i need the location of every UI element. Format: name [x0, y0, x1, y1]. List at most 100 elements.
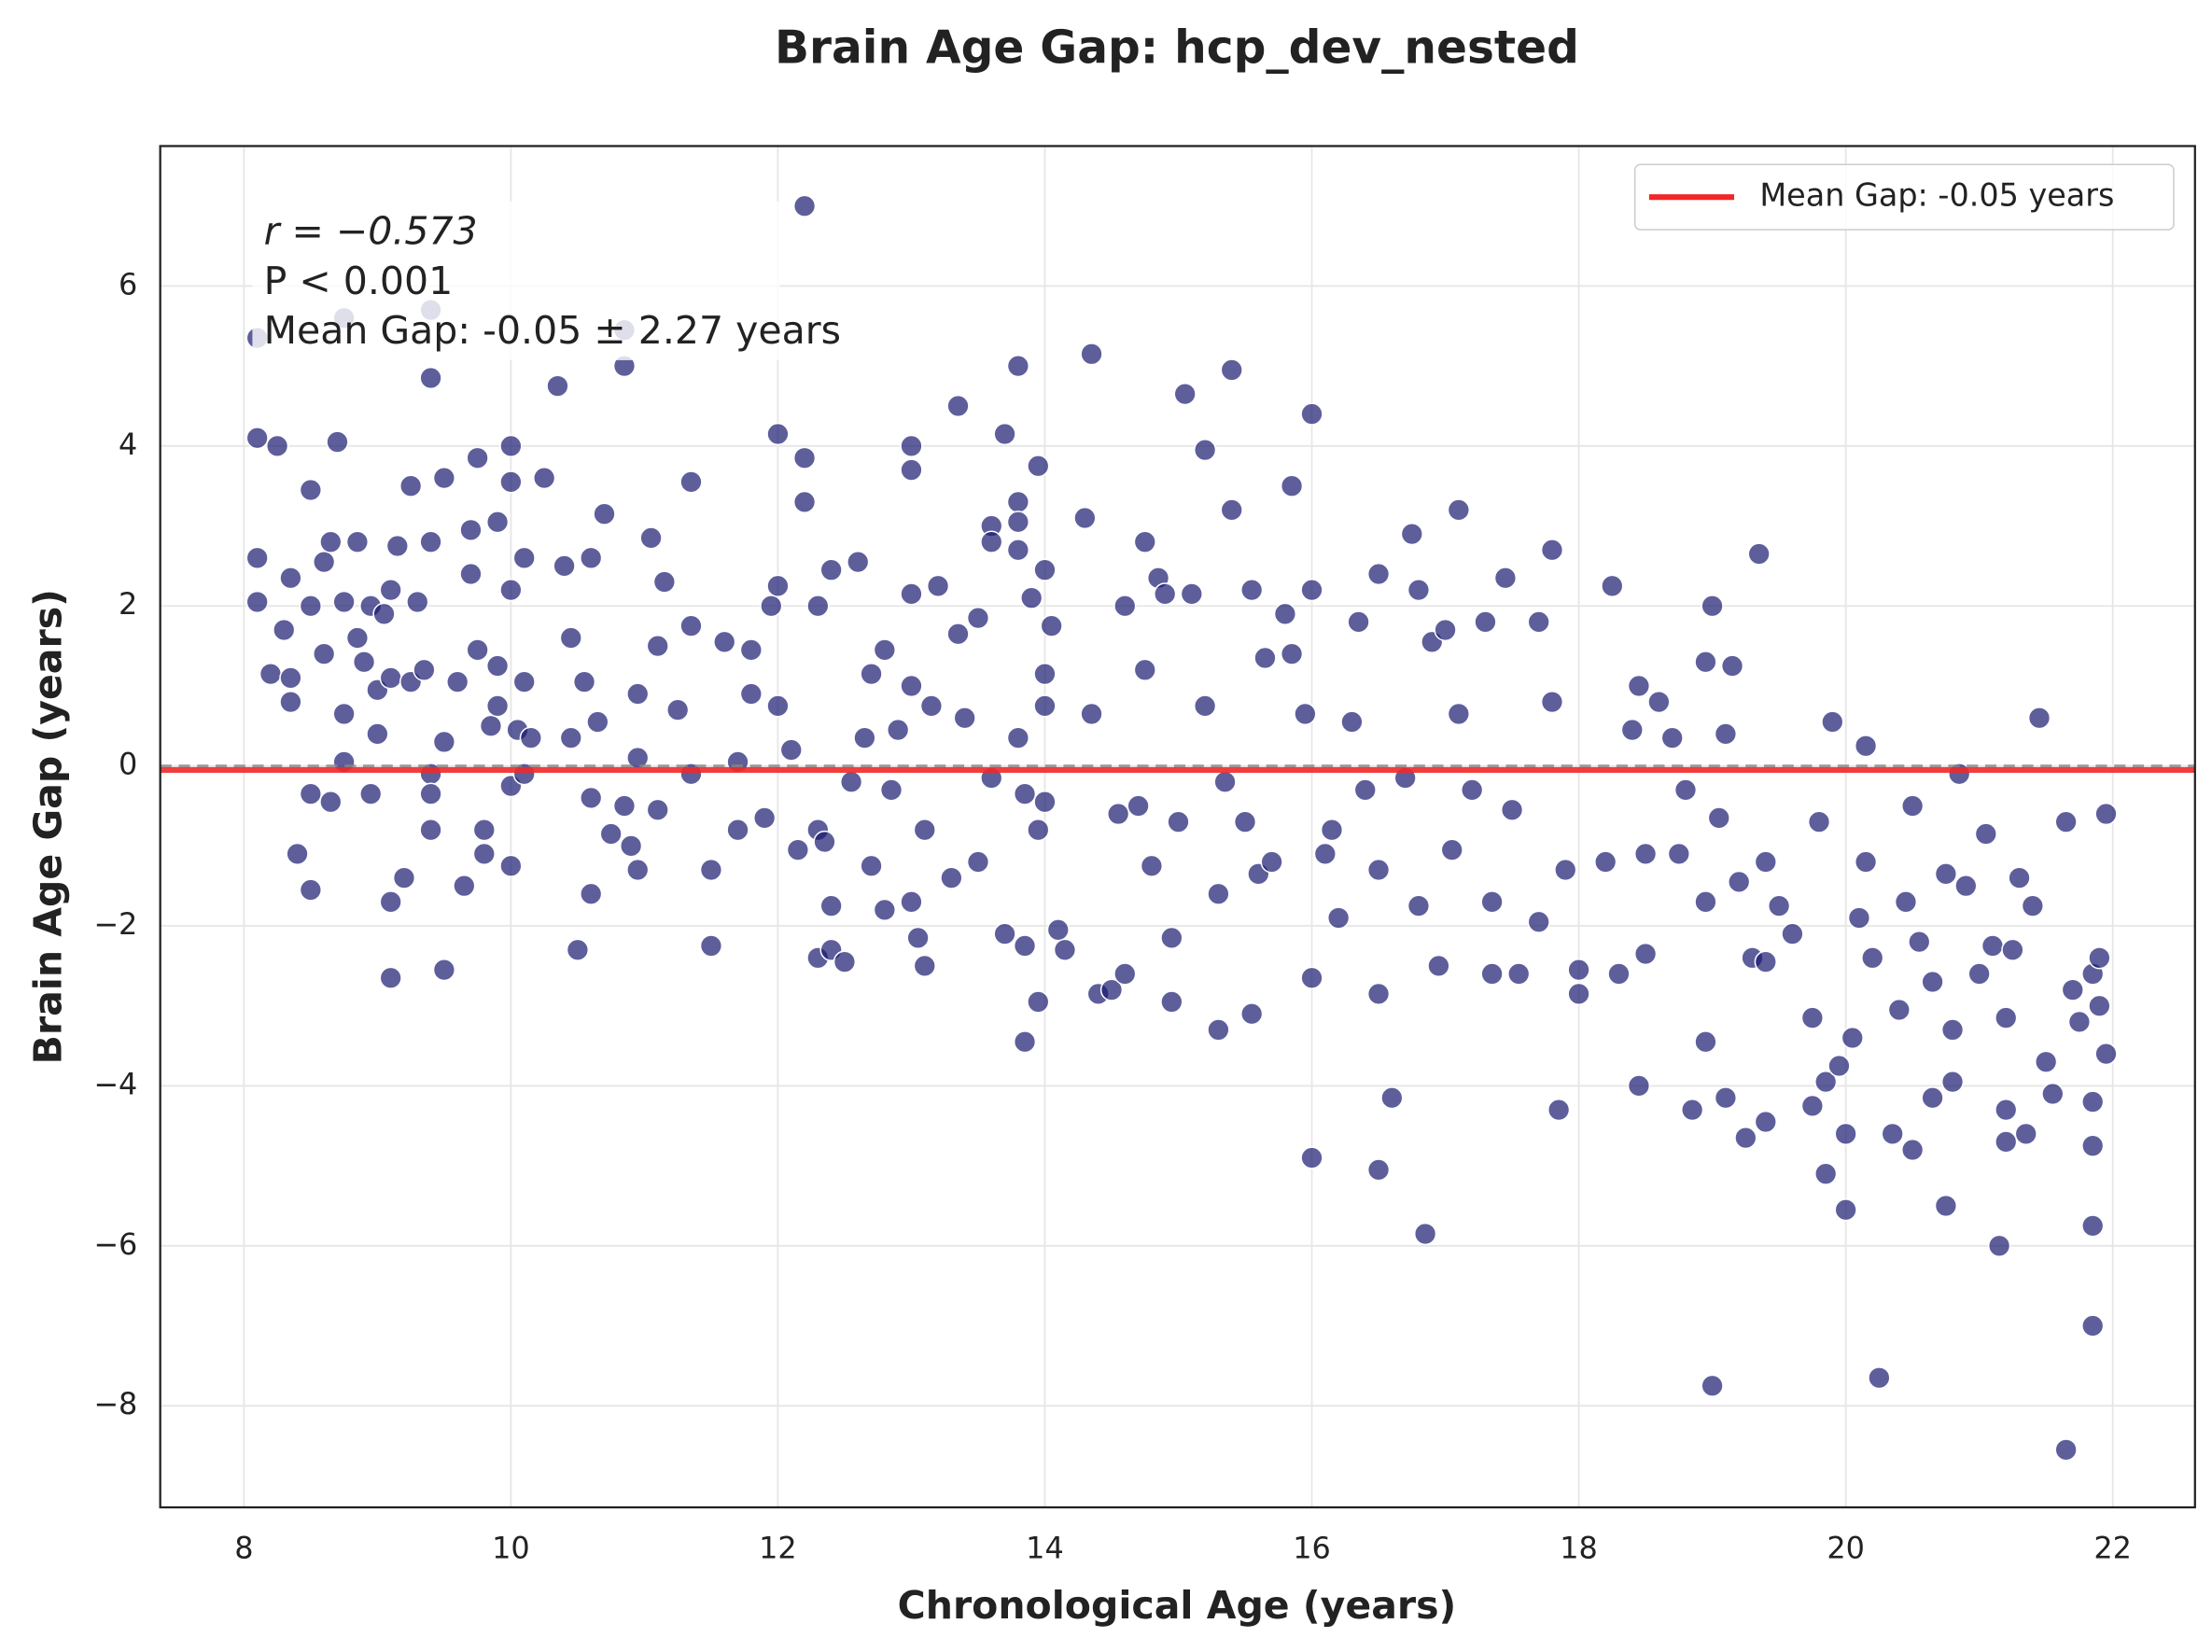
data-point	[1006, 354, 1030, 378]
data-point	[586, 710, 609, 734]
data-point	[1800, 1006, 1825, 1029]
data-point	[566, 938, 590, 961]
data-point	[1493, 567, 1518, 590]
data-point	[612, 794, 637, 818]
data-point	[1240, 578, 1264, 602]
data-point	[593, 502, 616, 525]
data-point	[432, 466, 456, 490]
data-point	[639, 526, 663, 550]
data-point	[1300, 402, 1323, 426]
x-tick-label: 20	[1827, 1531, 1865, 1566]
y-tick-label: −4	[93, 1066, 137, 1101]
x-tick-label: 16	[1293, 1531, 1331, 1566]
y-tick-label: −2	[93, 906, 137, 942]
data-point	[1995, 1098, 2018, 1122]
data-point	[1006, 539, 1030, 562]
data-point	[792, 446, 817, 469]
data-point	[1474, 610, 1497, 634]
data-point	[553, 554, 576, 578]
y-tick-label: 0	[119, 747, 137, 782]
data-point	[1340, 710, 1364, 734]
data-point	[1046, 918, 1070, 942]
data-point	[319, 530, 343, 553]
data-point	[2021, 894, 2045, 917]
data-point	[699, 858, 723, 882]
data-point	[1480, 962, 1504, 986]
data-point	[385, 534, 409, 558]
data-point	[245, 427, 269, 450]
data-point	[906, 926, 930, 950]
data-point	[1940, 1018, 1965, 1042]
data-point	[766, 422, 790, 446]
data-point	[1006, 726, 1030, 749]
data-point	[900, 434, 923, 458]
data-point	[900, 458, 923, 482]
data-point	[1013, 1030, 1037, 1054]
data-point	[2054, 1438, 2078, 1462]
data-point	[2014, 1122, 2037, 1145]
y-tick-label: 6	[119, 266, 137, 301]
data-point	[646, 798, 669, 821]
data-point	[833, 950, 857, 973]
data-point	[2094, 802, 2118, 826]
data-point	[786, 838, 810, 861]
data-point	[860, 854, 883, 877]
data-point	[572, 670, 596, 693]
data-point	[1127, 794, 1150, 818]
data-point	[980, 530, 1003, 553]
data-point	[2041, 1082, 2065, 1106]
data-point	[1180, 582, 1203, 606]
data-point	[1233, 810, 1257, 833]
data-point	[1547, 1098, 1571, 1122]
data-point	[1133, 530, 1156, 553]
data-point	[2067, 1010, 2092, 1034]
data-point	[1694, 890, 1717, 914]
data-point	[1353, 778, 1377, 802]
data-point	[559, 726, 582, 749]
x-tick-label: 12	[759, 1531, 797, 1566]
data-point	[279, 567, 302, 590]
data-point	[966, 606, 990, 630]
data-point	[879, 778, 903, 802]
data-point	[900, 674, 923, 698]
data-point	[1073, 506, 1097, 530]
data-point	[752, 806, 777, 830]
data-point	[559, 626, 582, 650]
data-point	[2088, 994, 2111, 1017]
data-point	[379, 966, 402, 989]
data-point	[666, 698, 690, 721]
data-point	[819, 894, 843, 917]
data-point	[1633, 842, 1658, 866]
data-point	[1707, 806, 1730, 830]
data-point	[1868, 1366, 1891, 1390]
data-point	[1273, 602, 1297, 625]
data-point	[1754, 1110, 1777, 1134]
data-point	[1754, 950, 1777, 973]
data-point	[1847, 906, 1871, 930]
data-point	[1434, 618, 1457, 642]
data-point	[1854, 735, 1878, 758]
data-point	[726, 819, 749, 842]
data-point	[299, 478, 323, 502]
data-point	[2027, 707, 2051, 730]
data-point	[1900, 1138, 1925, 1162]
data-point	[580, 882, 603, 905]
data-point	[1280, 474, 1304, 497]
data-point	[319, 791, 343, 814]
data-point	[713, 630, 736, 653]
data-point	[1540, 539, 1564, 562]
data-point	[1300, 578, 1323, 602]
data-point	[792, 194, 817, 217]
data-point	[459, 518, 483, 541]
data-point	[1400, 522, 1423, 546]
data-point	[1447, 702, 1471, 726]
data-point	[760, 595, 783, 618]
data-point	[379, 890, 402, 914]
data-point	[345, 626, 370, 650]
data-point	[1934, 1194, 1958, 1218]
data-point	[1934, 862, 1958, 886]
data-point	[1814, 1162, 1838, 1185]
data-point	[873, 638, 897, 662]
y-tick-label: −8	[93, 1386, 137, 1421]
